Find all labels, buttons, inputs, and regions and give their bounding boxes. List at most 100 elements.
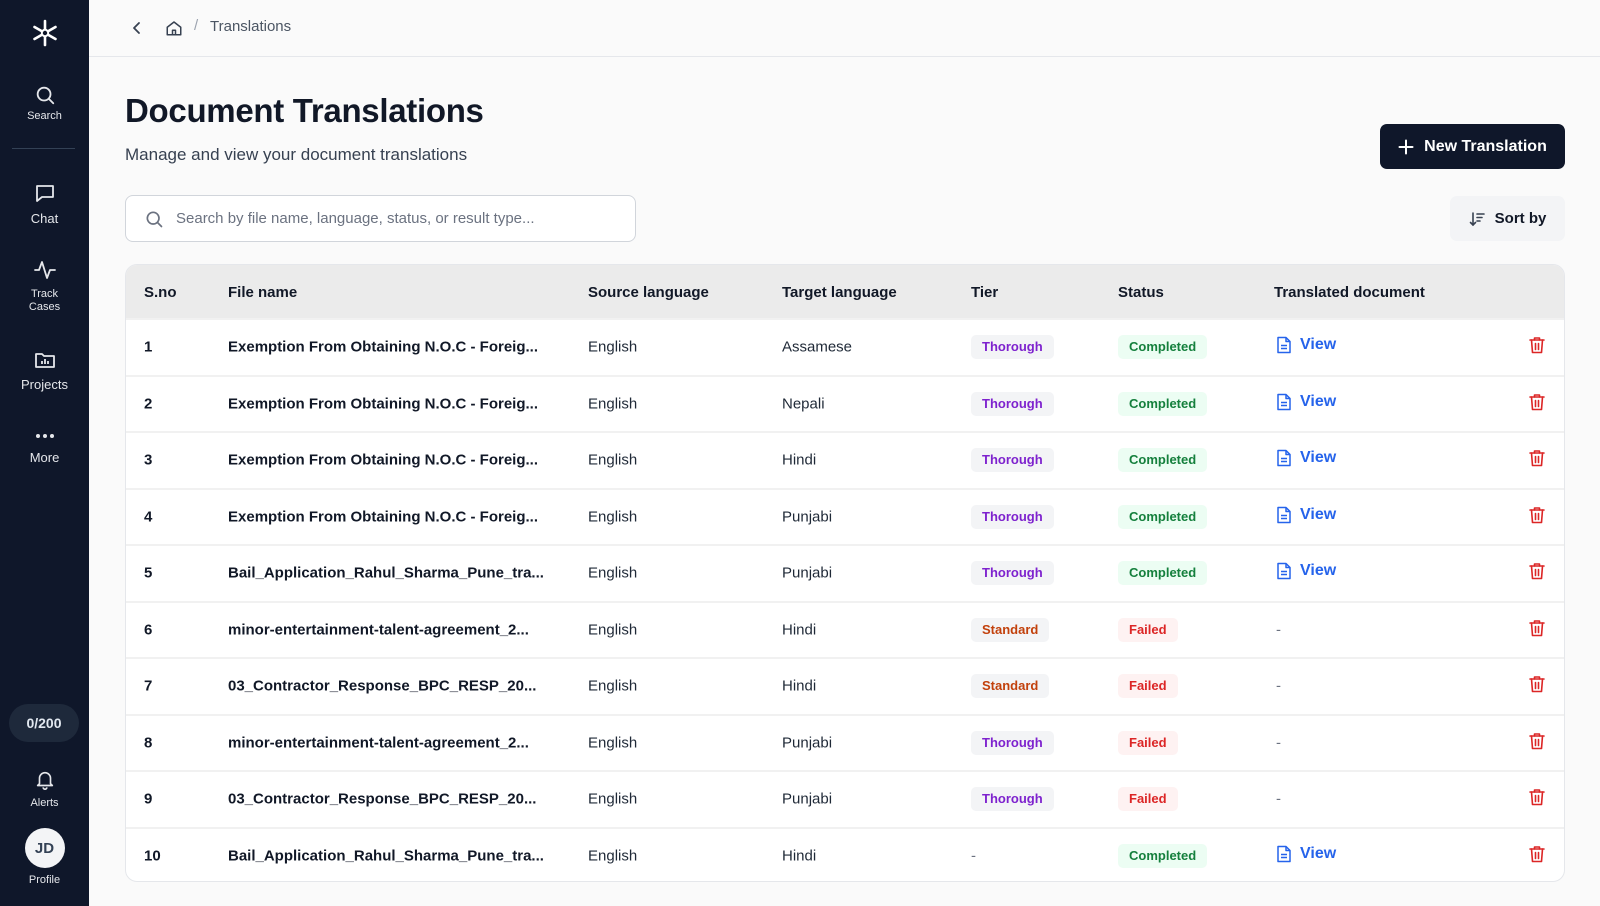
document-empty: - [1276, 621, 1281, 639]
delete-button[interactable] [1528, 336, 1546, 359]
row-target-language: Hindi [782, 621, 817, 639]
search-icon [146, 211, 163, 227]
table-row: 2 Exemption From Obtaining N.O.C - Forei… [126, 374, 1564, 432]
delete-button[interactable] [1528, 675, 1546, 698]
row-translated-document: - [1276, 678, 1281, 695]
view-document-link[interactable]: View [1276, 562, 1336, 580]
delete-button[interactable] [1528, 844, 1546, 867]
view-label: View [1300, 505, 1337, 523]
app-logo[interactable] [0, 16, 89, 50]
delete-button[interactable] [1528, 562, 1546, 585]
sort-label: Sort by [1494, 210, 1547, 227]
row-sno: 10 [144, 847, 161, 865]
row-translated-document: View [1276, 562, 1336, 584]
column-header-tier: Tier [971, 284, 999, 301]
row-file-name: 03_Contractor_Response_BPC_RESP_20... [228, 677, 537, 695]
row-translated-document: - [1276, 791, 1281, 808]
avatar: JD [24, 828, 65, 868]
table-row: 10 Bail_Application_Rahul_Sharma_Pune_tr… [126, 826, 1564, 882]
sidebar-item-chat[interactable]: Chat [0, 181, 89, 225]
row-translated-document: View [1276, 845, 1336, 867]
view-document-link[interactable]: View [1276, 449, 1336, 467]
credits-counter: 0/200 [9, 704, 79, 742]
document-empty: - [1276, 734, 1281, 752]
sidebar-item-track-cases[interactable]: Track Cases [0, 258, 89, 314]
table-row: 7 03_Contractor_Response_BPC_RESP_20... … [126, 657, 1564, 714]
new-translation-button[interactable]: New Translation [1380, 124, 1565, 169]
plus-icon [1398, 139, 1414, 154]
status-badge: Completed [1118, 843, 1208, 868]
delete-button[interactable] [1528, 731, 1546, 754]
row-file-name: minor-entertainment-talent-agreement_2..… [228, 621, 529, 639]
sidebar-item-label: Search [27, 110, 62, 122]
row-translated-document: View [1276, 506, 1336, 528]
row-file-name: Exemption From Obtaining N.O.C - Foreig.… [228, 508, 539, 526]
document-empty: - [1276, 677, 1281, 695]
sidebar-item-alerts[interactable]: Alerts [0, 768, 89, 810]
asterisk-logo-icon [32, 19, 57, 47]
row-target-language: Hindi [782, 677, 817, 695]
breadcrumb-home[interactable] [163, 17, 185, 39]
row-sno: 1 [144, 338, 153, 356]
document-empty: - [1276, 790, 1281, 808]
chat-icon [35, 185, 54, 202]
row-target-language: Punjabi [782, 564, 833, 582]
row-status: Failed [1118, 730, 1178, 755]
document-icon [1277, 393, 1291, 410]
row-status: Completed [1118, 335, 1208, 360]
trash-icon [1529, 506, 1545, 524]
sidebar-item-projects[interactable]: Projects [0, 348, 89, 391]
view-document-link[interactable]: View [1276, 336, 1336, 354]
trash-icon [1529, 450, 1545, 467]
row-file-name: Bail_Application_Rahul_Sharma_Pune_tra..… [228, 847, 544, 865]
row-file-name: 03_Contractor_Response_BPC_RESP_20... [228, 790, 537, 808]
trash-icon [1529, 845, 1545, 863]
status-badge: Completed [1118, 391, 1208, 416]
view-label: View [1300, 844, 1337, 862]
row-tier: Standard [971, 617, 1050, 642]
row-source-language: English [588, 677, 638, 695]
row-status: Failed [1118, 787, 1178, 812]
sort-button[interactable]: Sort by [1450, 196, 1565, 241]
delete-button[interactable] [1528, 449, 1546, 472]
delete-button[interactable] [1528, 505, 1546, 528]
status-badge: Failed [1118, 730, 1178, 755]
delete-button[interactable] [1528, 392, 1546, 415]
sidebar-item-label: Cases [28, 301, 61, 313]
search-bar [125, 195, 636, 242]
search-input[interactable] [176, 210, 616, 227]
delete-button[interactable] [1528, 788, 1546, 811]
back-button[interactable] [127, 18, 147, 38]
delete-button[interactable] [1528, 618, 1546, 641]
row-translated-document: - [1276, 621, 1281, 638]
view-label: View [1300, 562, 1337, 580]
view-document-link[interactable]: View [1276, 506, 1336, 524]
activity-icon [33, 261, 56, 279]
row-status: Completed [1118, 391, 1208, 416]
breadcrumb-current[interactable]: Translations [210, 18, 292, 35]
row-status: Completed [1118, 843, 1208, 868]
chevron-left-icon [133, 22, 140, 34]
row-tier: Thorough [971, 561, 1054, 586]
row-tier: - [971, 847, 976, 864]
row-sno: 9 [144, 790, 153, 808]
bell-icon [36, 771, 53, 790]
sidebar-item-more[interactable]: More [0, 429, 89, 464]
table-row: 8 minor-entertainment-talent-agreement_2… [126, 713, 1564, 771]
tier-badge: Thorough [971, 504, 1054, 529]
view-document-link[interactable]: View [1276, 845, 1336, 863]
document-icon [1277, 563, 1291, 580]
sidebar: Search Chat Track Cases Projects More 0/… [0, 0, 89, 906]
row-tier: Thorough [971, 787, 1054, 812]
view-document-link[interactable]: View [1276, 393, 1336, 411]
row-translated-document: View [1276, 393, 1336, 415]
tier-badge: Thorough [971, 448, 1054, 473]
row-file-name: Exemption From Obtaining N.O.C - Foreig.… [228, 395, 539, 413]
sidebar-item-label: Profile [28, 874, 61, 886]
sidebar-item-search[interactable]: Search [0, 84, 89, 123]
sidebar-item-profile[interactable]: JD Profile [0, 828, 89, 887]
new-translation-label: New Translation [1424, 137, 1547, 155]
row-source-language: English [588, 564, 638, 582]
row-target-language: Hindi [782, 847, 817, 865]
view-label: View [1300, 336, 1337, 354]
